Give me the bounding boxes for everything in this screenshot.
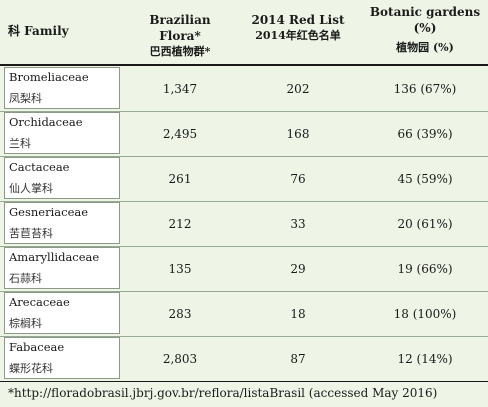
footnote: *http://floradobrasil.jbrj.gov.br/reflor… (8, 386, 438, 400)
redlist-count: 29 (290, 262, 306, 276)
table-header: 科 Family Brazilian Flora* 巴西植物群* 2014 Re… (0, 0, 488, 64)
family-name-cn: 苦苣苔科 (9, 227, 53, 240)
botanic-count: 12 (14%) (397, 352, 453, 366)
header-flora-en: Brazilian Flora* (149, 13, 211, 43)
family-cell: Arecaceae 棕榈科 (4, 292, 120, 334)
botanic-count: 136 (67%) (393, 82, 457, 96)
table-row: Gesneriaceae 苦苣苔科 212 33 20 (61%) (0, 201, 488, 247)
flora-count: 283 (168, 307, 192, 321)
family-cell: Fabaceae 蝶形花科 (4, 337, 120, 379)
botanic-count: 20 (61%) (397, 217, 453, 231)
header-rule (0, 64, 488, 66)
table-row: Cactaceae 仙人掌科 261 76 45 (59%) (0, 156, 488, 202)
header-botanic-pct: (%) (413, 21, 437, 35)
header-brazilian-flora: Brazilian Flora* 巴西植物群* (128, 12, 232, 60)
footer-rule (0, 381, 488, 382)
family-cell: Amaryllidaceae 石蒜科 (4, 247, 120, 289)
family-name-en: Orchidaceae (9, 115, 83, 129)
flora-count: 212 (168, 217, 192, 231)
flora-count: 135 (168, 262, 192, 276)
table-row: Fabaceae 蝶形花科 2,803 87 12 (14%) (0, 336, 488, 381)
redlist-count: 33 (290, 217, 306, 231)
header-botanic-cn: 植物园 (%) (396, 41, 454, 54)
header-botanic-en: Botanic gardens (369, 5, 481, 19)
botanic-count: 19 (66%) (397, 262, 453, 276)
table-row: Amaryllidaceae 石蒜科 135 29 19 (66%) (0, 246, 488, 292)
family-name-en: Cactaceae (9, 160, 70, 174)
family-name-cn: 凤梨科 (9, 92, 42, 105)
redlist-count: 87 (290, 352, 306, 366)
header-family: 科 Family (8, 24, 69, 38)
redlist-count: 18 (290, 307, 306, 321)
flora-count: 2,495 (162, 127, 198, 141)
redlist-count: 76 (290, 172, 306, 186)
family-name-cn: 石蒜科 (9, 272, 42, 285)
family-name-en: Bromeliaceae (9, 70, 89, 84)
redlist-count: 202 (286, 82, 310, 96)
flora-count: 261 (168, 172, 192, 186)
table-row: Bromeliaceae 凤梨科 1,347 202 136 (67%) (0, 66, 488, 112)
family-name-en: Fabaceae (9, 340, 65, 354)
family-cell: Bromeliaceae 凤梨科 (4, 67, 120, 109)
header-redlist-cn: 2014年红色名单 (255, 29, 341, 42)
header-flora-cn: 巴西植物群* (149, 45, 211, 58)
header-red-list: 2014 Red List 2014年红色名单 (246, 12, 350, 44)
family-cell: Orchidaceae 兰科 (4, 112, 120, 154)
family-name-cn: 兰科 (9, 137, 31, 150)
family-name-cn: 仙人掌科 (9, 182, 53, 195)
flora-count: 2,803 (162, 352, 198, 366)
botanic-count: 18 (100%) (393, 307, 457, 321)
family-cell: Gesneriaceae 苦苣苔科 (4, 202, 120, 244)
family-name-en: Gesneriaceae (9, 205, 89, 219)
header-redlist-en: 2014 Red List (251, 13, 345, 27)
family-name-cn: 蝶形花科 (9, 362, 53, 375)
family-name-en: Amaryllidaceae (9, 250, 100, 264)
botanic-count: 45 (59%) (397, 172, 453, 186)
flora-count: 1,347 (162, 82, 198, 96)
table-row: Arecaceae 棕榈科 283 18 18 (100%) (0, 291, 488, 337)
family-name-cn: 棕榈科 (9, 317, 42, 330)
header-botanic-gardens: Botanic gardens (%) 植物园 (%) (366, 4, 484, 56)
redlist-count: 168 (286, 127, 310, 141)
botanic-count: 66 (39%) (397, 127, 453, 141)
table-row: Orchidaceae 兰科 2,495 168 66 (39%) (0, 111, 488, 157)
family-cell: Cactaceae 仙人掌科 (4, 157, 120, 199)
family-name-en: Arecaceae (9, 295, 70, 309)
